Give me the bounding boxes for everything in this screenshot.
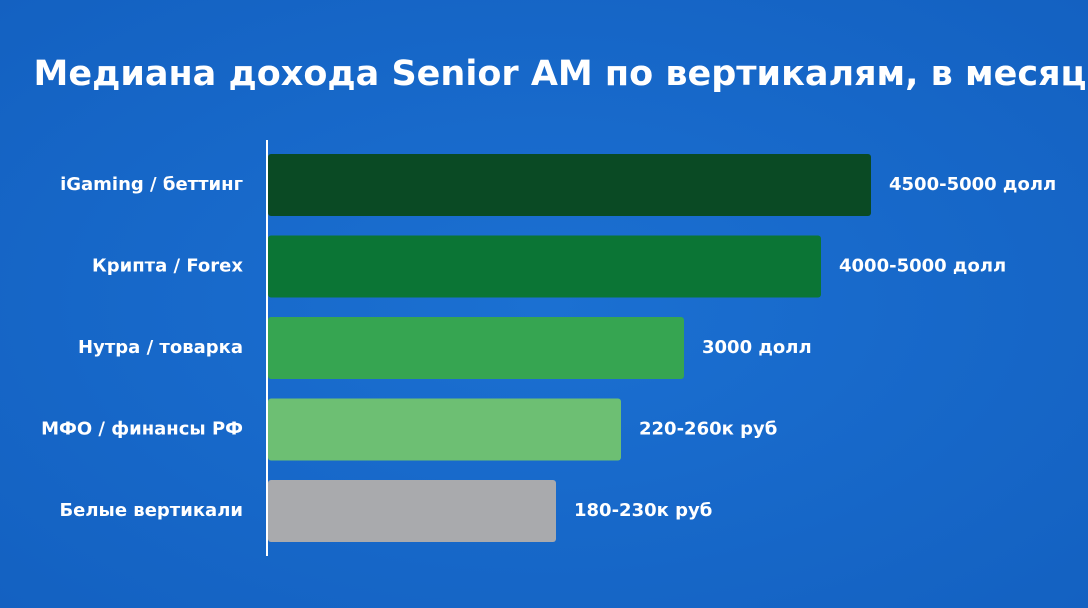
- category-label: МФО / финансы РФ: [41, 419, 243, 440]
- value-label: 4000-5000 долл: [839, 256, 1006, 277]
- value-label: 4500-5000 долл: [889, 174, 1056, 195]
- bar: [268, 154, 871, 216]
- value-label: 3000 долл: [702, 337, 812, 358]
- chart-title: Медиана дохода Senior AM по вертикалям, …: [34, 54, 1087, 94]
- bar: [268, 398, 621, 461]
- category-label: Крипта / Forex: [92, 256, 243, 277]
- bar: [268, 317, 684, 379]
- value-label: 220-260к руб: [639, 419, 777, 440]
- category-label: iGaming / беттинг: [60, 174, 243, 195]
- value-label: 180-230к руб: [574, 500, 712, 521]
- category-label: Белые вертикали: [59, 500, 243, 521]
- category-label: Нутра / товарка: [78, 337, 243, 358]
- bar: [268, 235, 821, 298]
- bar: [268, 480, 556, 542]
